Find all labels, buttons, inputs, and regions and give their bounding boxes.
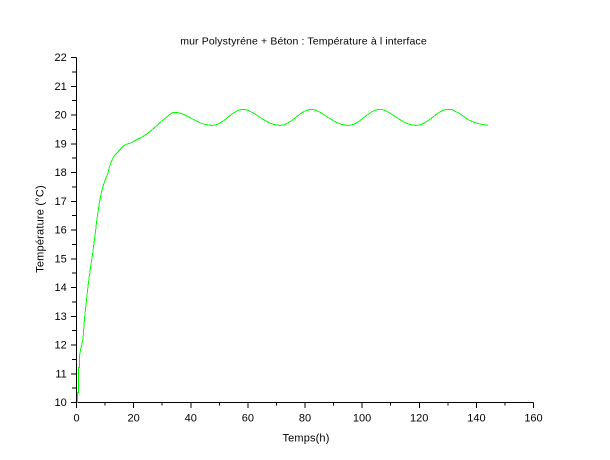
svg-text:13: 13	[55, 311, 67, 323]
svg-text:mur Polystyréne + Béton : Temp: mur Polystyréne + Béton : Température à …	[180, 35, 427, 47]
svg-text:80: 80	[299, 412, 311, 424]
svg-text:19: 19	[55, 138, 67, 150]
svg-text:12: 12	[55, 340, 67, 352]
svg-text:11: 11	[55, 368, 66, 380]
svg-text:15: 15	[55, 253, 67, 265]
svg-text:20: 20	[55, 110, 67, 122]
svg-text:Température (°C): Température (°C)	[35, 185, 47, 273]
svg-text:160: 160	[524, 412, 542, 424]
svg-text:14: 14	[55, 282, 67, 294]
svg-text:17: 17	[55, 196, 67, 208]
svg-text:22: 22	[55, 52, 67, 64]
svg-text:16: 16	[55, 225, 67, 237]
svg-text:18: 18	[55, 167, 67, 179]
svg-text:10: 10	[55, 397, 67, 409]
svg-text:20: 20	[127, 412, 139, 424]
svg-text:0: 0	[73, 412, 79, 424]
svg-text:140: 140	[467, 412, 485, 424]
svg-text:100: 100	[353, 412, 371, 424]
svg-text:Temps(h): Temps(h)	[282, 432, 329, 444]
svg-text:60: 60	[242, 412, 254, 424]
svg-text:21: 21	[55, 81, 67, 93]
svg-text:40: 40	[185, 412, 197, 424]
svg-text:120: 120	[410, 412, 428, 424]
